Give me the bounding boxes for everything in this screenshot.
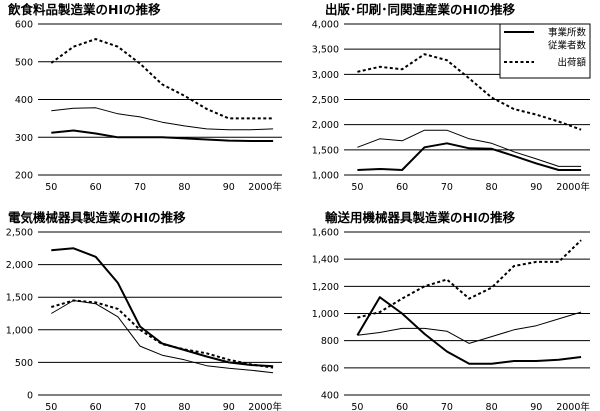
y-tick-label: 1,500 bbox=[6, 293, 33, 304]
x-tick-label: 50 bbox=[351, 402, 363, 411]
y-tick-label: 2,500 bbox=[312, 95, 339, 106]
y-tick-label: 800 bbox=[321, 336, 339, 347]
y-tick-label: 2,000 bbox=[312, 120, 339, 131]
x-tick-label: 70 bbox=[441, 402, 453, 411]
chart-title: 飲食料品製造業のHIの推移 bbox=[7, 2, 161, 17]
x-tick-label: 60 bbox=[396, 402, 408, 411]
x-tick-label: 2000年 bbox=[248, 181, 282, 193]
y-tick-label: 3,500 bbox=[312, 45, 339, 56]
series-line-thick bbox=[51, 247, 274, 368]
y-tick-label: 1,000 bbox=[312, 309, 339, 320]
legend-label: 出荷額 bbox=[557, 57, 586, 69]
x-tick-label: 50 bbox=[45, 402, 57, 411]
x-tick-label: 50 bbox=[351, 182, 363, 193]
x-tick-label: 70 bbox=[441, 182, 453, 193]
y-tick-label: 500 bbox=[15, 358, 33, 369]
series-line-thick bbox=[51, 129, 274, 142]
series-line-thick bbox=[356, 296, 582, 365]
y-tick-label: 400 bbox=[321, 391, 339, 402]
x-tick-label: 70 bbox=[134, 402, 146, 411]
y-tick-label: 1,500 bbox=[312, 145, 339, 156]
y-tick-label: 2,000 bbox=[6, 260, 33, 271]
x-tick-label: 90 bbox=[223, 182, 235, 193]
y-tick-label: 4,000 bbox=[312, 20, 339, 31]
legend-label: 従業者数 bbox=[548, 40, 587, 52]
chart-title: 電気機械器具製造業のHIの推移 bbox=[8, 210, 186, 225]
chart-panel-1: 飲食料品製造業のHIの推移 200 300 400 500 600 50 60 70 80 90 20… bbox=[7, 2, 282, 193]
x-tick-label: 80 bbox=[178, 182, 190, 193]
x-tick-label: 2000年 bbox=[556, 181, 590, 193]
series-line-thin bbox=[357, 129, 582, 167]
chart-title: 輸送用機械器具製造業のHIの推移 bbox=[325, 210, 516, 225]
series-line-thick bbox=[357, 142, 582, 171]
y-tick-label: 3,000 bbox=[312, 70, 339, 81]
chart-panel-2: 出版･印刷･同関連産業のHIの推移 1,000 1,500 2,000 2,500 3,0… bbox=[312, 2, 591, 193]
y-tick-label: 1,600 bbox=[312, 228, 339, 239]
x-tick-label: 70 bbox=[134, 182, 146, 193]
x-tick-label: 60 bbox=[90, 402, 102, 411]
y-tick-label: 1,000 bbox=[312, 171, 339, 182]
legend-label: 事業所数 bbox=[548, 27, 587, 39]
series-line-dotted bbox=[50, 38, 274, 120]
x-tick-label: 90 bbox=[530, 402, 542, 411]
y-tick-label: 300 bbox=[15, 133, 33, 144]
x-tick-label: 60 bbox=[396, 182, 408, 193]
series-line-dotted bbox=[51, 299, 274, 369]
y-tick-label: 500 bbox=[15, 57, 33, 68]
x-tick-label: 90 bbox=[223, 402, 235, 411]
series-line-thin bbox=[357, 311, 582, 344]
chart-panel-3: 電気機械器具製造業のHIの推移 0 500 1,000 1,500 2,000 2,500 5… bbox=[6, 210, 283, 411]
x-tick-label: 60 bbox=[90, 182, 102, 193]
x-tick-label: 50 bbox=[45, 182, 57, 193]
series-line-thin bbox=[51, 300, 274, 374]
y-tick-label: 400 bbox=[15, 95, 33, 106]
y-tick-label: 1,000 bbox=[6, 325, 33, 336]
x-tick-label: 2000年 bbox=[248, 401, 282, 411]
x-tick-label: 80 bbox=[178, 402, 190, 411]
series-line-dotted bbox=[357, 239, 582, 319]
x-tick-label: 80 bbox=[486, 182, 498, 193]
y-tick-label: 2,500 bbox=[6, 228, 33, 239]
y-tick-label: 1,400 bbox=[312, 255, 339, 266]
y-tick-label: 0 bbox=[27, 391, 33, 402]
x-tick-label: 80 bbox=[486, 402, 498, 411]
x-tick-label: 2000年 bbox=[556, 401, 590, 411]
chart-title: 出版･印刷･同関連産業のHIの推移 bbox=[325, 2, 516, 17]
y-tick-label: 600 bbox=[15, 20, 33, 31]
x-tick-label: 90 bbox=[530, 182, 542, 193]
y-tick-label: 200 bbox=[15, 171, 33, 182]
series-line-dotted bbox=[357, 53, 582, 131]
series-line-thin bbox=[51, 107, 274, 131]
chart-panel-4: 輸送用機械器具製造業のHIの推移 400 600 800 1,000 1,200 1,400… bbox=[312, 210, 591, 411]
y-tick-label: 600 bbox=[321, 363, 339, 374]
y-tick-label: 1,200 bbox=[312, 282, 339, 293]
